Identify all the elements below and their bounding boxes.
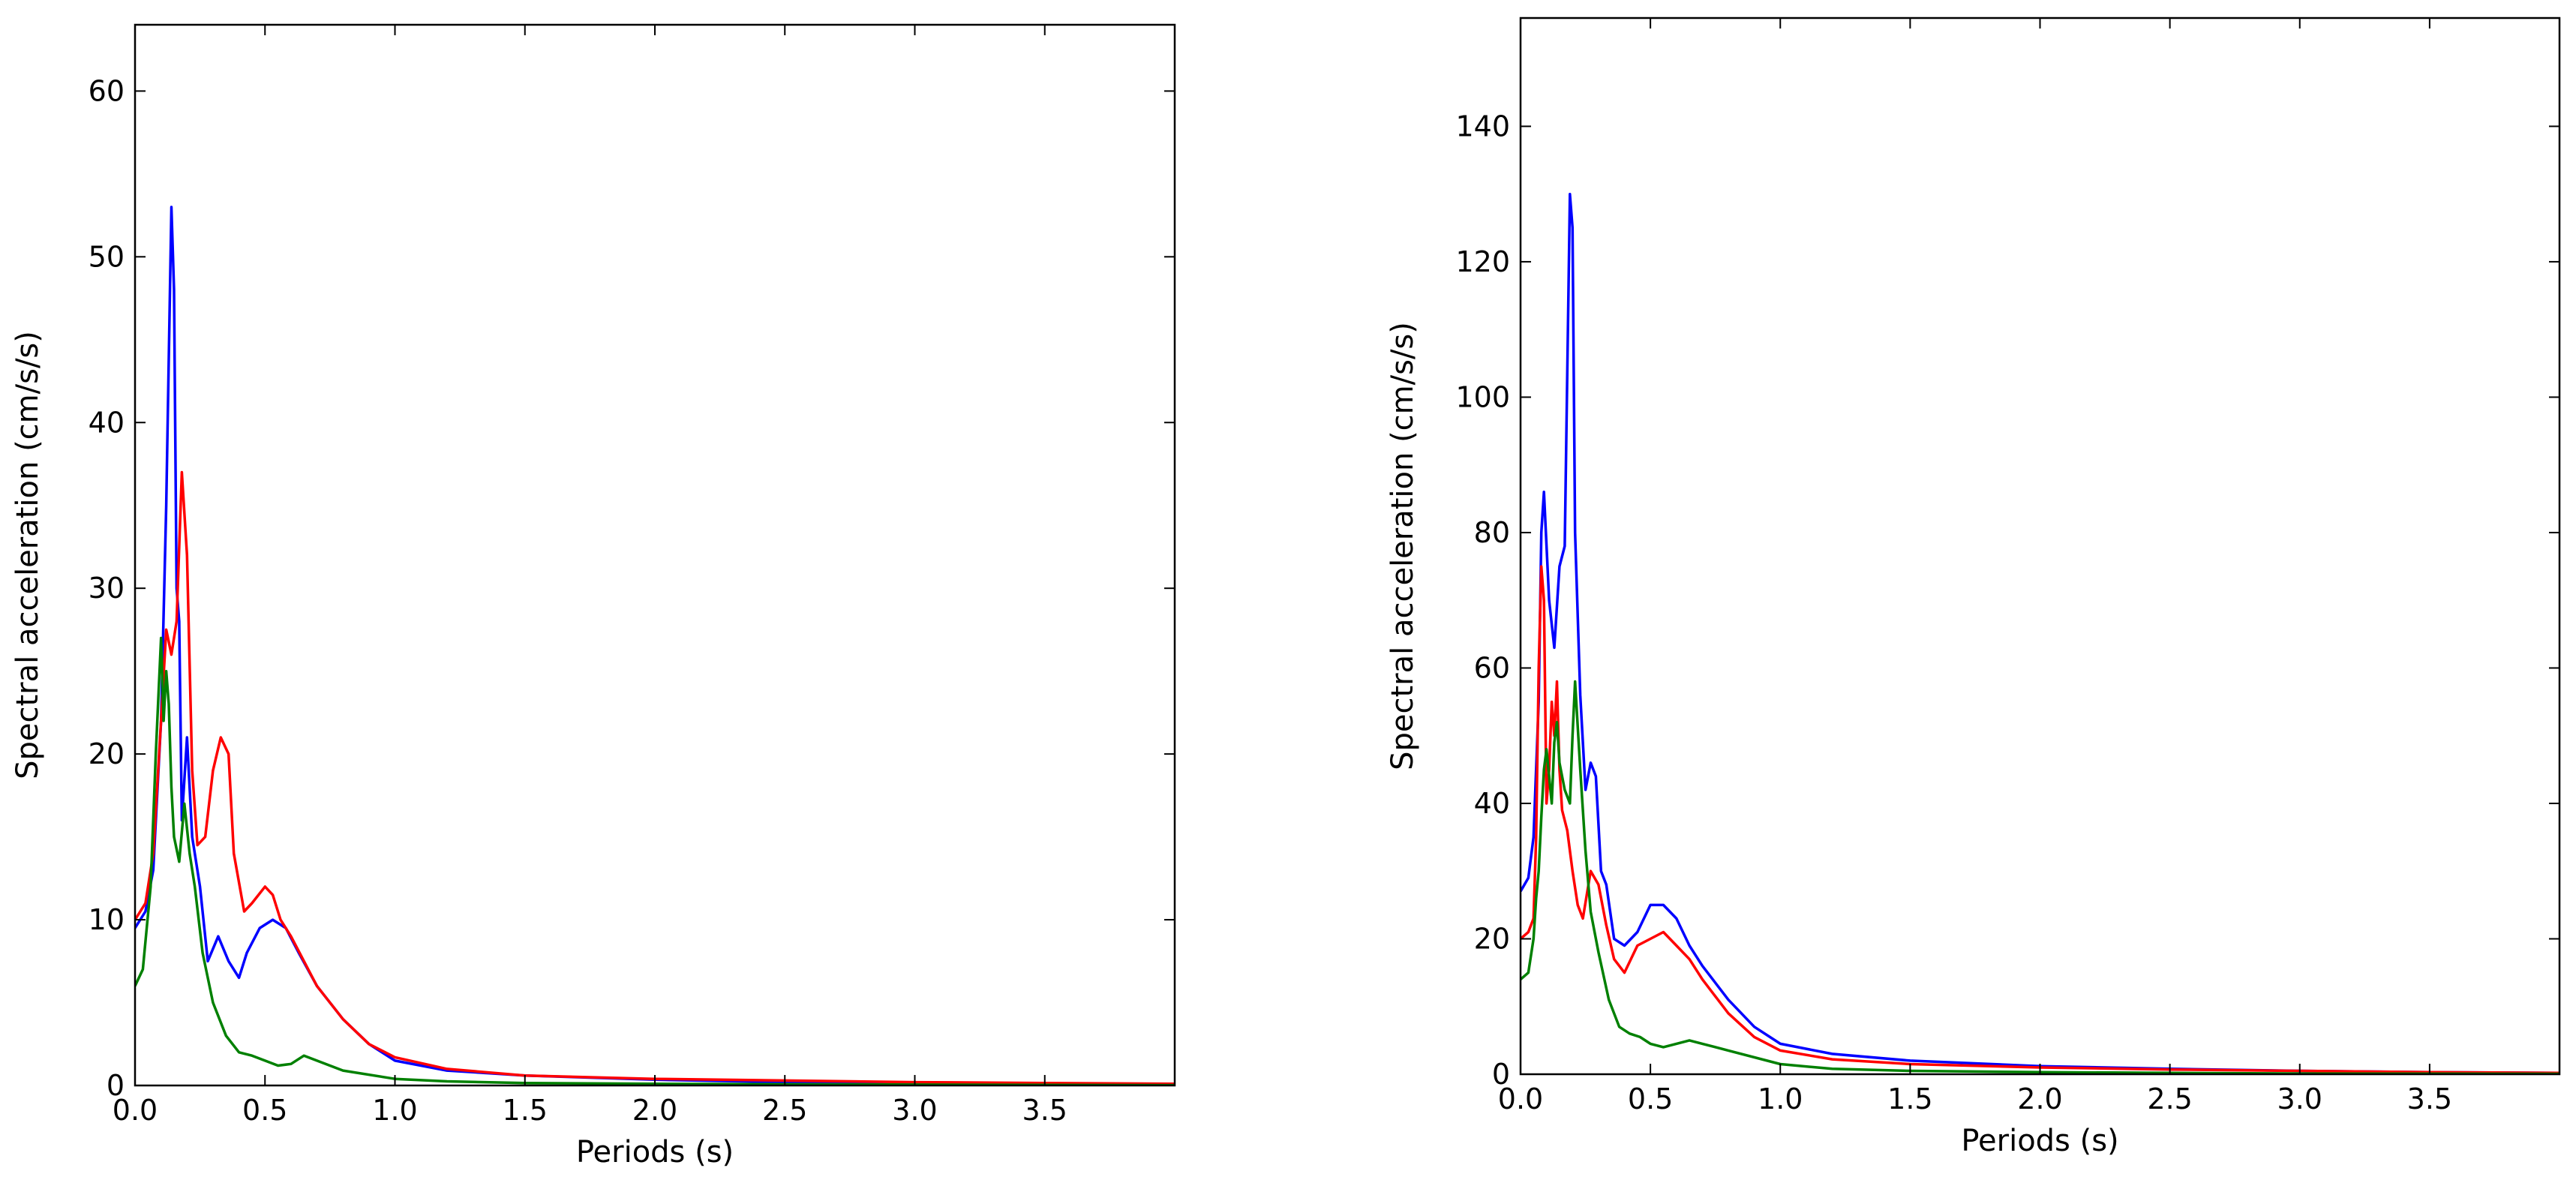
- right-y-tick-label: 40: [1474, 787, 1510, 820]
- right-series-line-2: [1521, 565, 2559, 1074]
- right-x-tick-label: 2.5: [2147, 1082, 2192, 1115]
- right-y-tick-label: 20: [1474, 922, 1510, 955]
- right-x-tick-label: 2.0: [2017, 1082, 2062, 1115]
- right-x-axis-label: Periods (s): [1961, 1124, 2118, 1158]
- left-x-tick-label: 1.5: [503, 1094, 548, 1127]
- right-x-tick-label: 3.5: [2407, 1082, 2452, 1115]
- left-y-tick-label: 40: [89, 406, 125, 439]
- chart-right: 0.0 0.5 1.0 1.5 2.0 2.5 3.0 3.5 0 20 40 60 80 100 120 1…: [1386, 17, 2561, 1158]
- left-series-line-3: [135, 636, 1175, 1085]
- right-y-axis-label: Spectral acceleration (cm/s/s): [1386, 322, 1420, 770]
- left-x-tick-label: 2.5: [762, 1094, 807, 1127]
- left-y-tick-label: 50: [89, 240, 125, 273]
- right-x-tick-label: 3.0: [2277, 1082, 2322, 1115]
- left-x-tick-label: 3.5: [1022, 1094, 1067, 1127]
- right-series-line-1: [1521, 192, 2559, 1074]
- left-series-group: [135, 206, 1175, 1085]
- left-plot-frame: [134, 23, 1176, 1087]
- right-plot-frame: [1519, 17, 2561, 1076]
- right-y-tick-label: 120: [1455, 245, 1510, 278]
- left-y-axis-label: Spectral acceleration (cm/s/s): [11, 331, 45, 779]
- right-x-tick-label: 1.5: [1887, 1082, 1932, 1115]
- right-series-line-3: [1521, 680, 2559, 1074]
- left-x-axis-label: Periods (s): [576, 1135, 734, 1169]
- right-y-tick-label: 60: [1474, 651, 1510, 684]
- right-y-tick-label: 140: [1455, 110, 1510, 143]
- left-x-tick-label: 2.0: [632, 1094, 677, 1127]
- right-y-tick-label: 80: [1474, 516, 1510, 549]
- right-x-tick-label: 0.5: [1628, 1082, 1673, 1115]
- left-x-tick-label: 3.0: [892, 1094, 937, 1127]
- left-x-tick-label: 0.5: [242, 1094, 287, 1127]
- right-y-tick-label: 100: [1455, 380, 1510, 413]
- left-x-tick-label: 0.0: [113, 1094, 158, 1127]
- left-y-tick-label: 10: [89, 903, 125, 936]
- chart-left: 0.0 0.5 1.0 1.5 2.0 2.5 3.0 3.5 0 10 20 30 40 50 60 Per…: [11, 23, 1176, 1169]
- right-y-tick-label: 0: [1492, 1058, 1510, 1091]
- right-series-group: [1521, 192, 2559, 1074]
- left-y-tick-label: 60: [89, 74, 125, 107]
- left-y-tick-label: 20: [89, 737, 125, 770]
- left-y-tick-label: 30: [89, 572, 125, 605]
- left-y-tick-label: 0: [107, 1069, 125, 1102]
- right-x-tick-label: 0.0: [1498, 1082, 1543, 1115]
- left-series-line-2: [135, 470, 1175, 1085]
- left-series-line-1: [135, 206, 1175, 1085]
- right-x-tick-label: 1.0: [1758, 1082, 1803, 1115]
- left-x-tick-label: 1.0: [372, 1094, 417, 1127]
